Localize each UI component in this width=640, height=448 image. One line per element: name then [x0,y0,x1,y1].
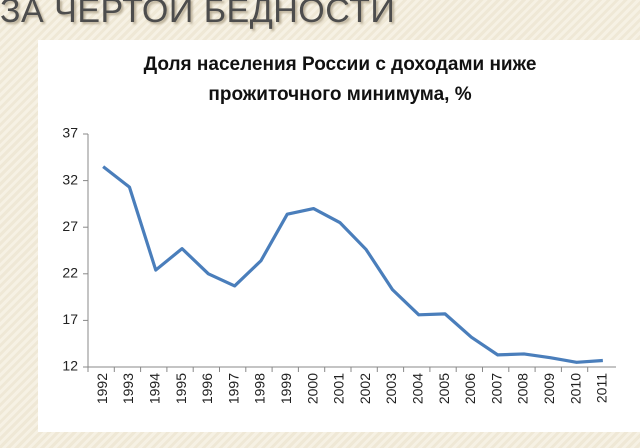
x-tick-label: 2003 [383,373,399,404]
x-tick-label: 2008 [515,373,531,404]
x-tick-label: 2002 [357,373,373,404]
x-tick-label: 1996 [199,373,215,404]
x-tick-label: 1999 [278,373,294,404]
x-tick-label: 2004 [409,373,425,404]
x-tick-label: 2000 [304,373,320,404]
x-tick-label: 1995 [173,373,189,404]
x-tick-label: 2006 [462,373,478,404]
y-tick-label: 27 [62,218,78,234]
y-tick-label: 32 [62,171,78,187]
x-tick-label: 2001 [331,373,347,404]
chart-title: Доля населения России с доходами ниже пр… [143,54,537,105]
y-tick-label: 17 [62,311,78,327]
x-tick-label: 2005 [436,373,452,404]
y-tick-label: 12 [62,358,78,374]
slide-title: ЗА ЧЕРТОЙ БЕДНОСТИ [0,0,396,30]
y-tick-label: 37 [62,125,78,141]
x-tick-label: 2007 [488,373,504,404]
x-tick-label: 1994 [146,373,162,404]
x-tick-label: 1997 [225,373,241,404]
x-tick-label: 1998 [252,373,268,404]
x-tick-label: 1992 [94,373,110,404]
x-tick-label: 2009 [541,373,557,404]
y-tick-label: 22 [62,265,78,281]
x-tick-label: 2010 [567,373,583,404]
x-tick-label: 2011 [594,373,610,403]
data-line [102,165,603,364]
x-tick-label: 1993 [120,373,136,404]
